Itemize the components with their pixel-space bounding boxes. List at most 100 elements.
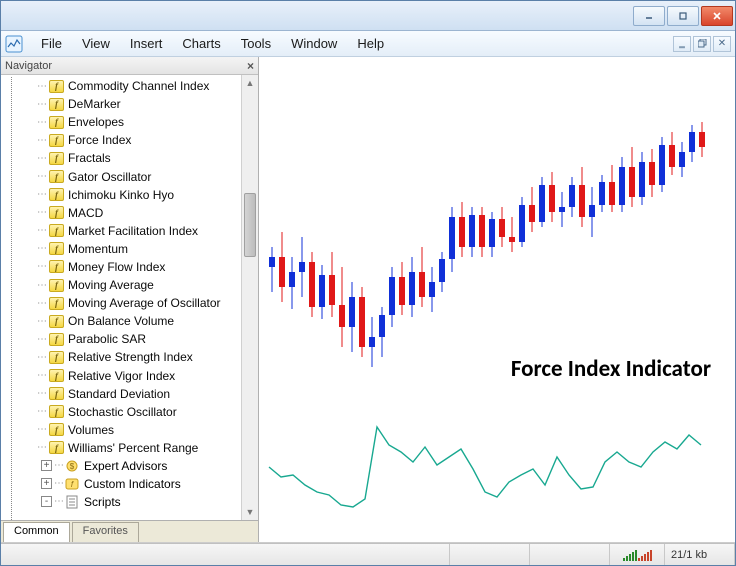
group-expert-advisors[interactable]: +⋯$Expert Advisors (37, 457, 241, 475)
mdi-close-button[interactable]: ✕ (713, 36, 731, 52)
indicator-item[interactable]: ⋯fIchimoku Kinko Hyo (37, 186, 241, 204)
chart-pane[interactable]: Force Index Indicator (259, 57, 735, 542)
indicator-item[interactable]: ⋯f Fractals (37, 149, 241, 167)
indicator-item[interactable]: ⋯fCommodity Channel Index (37, 77, 241, 95)
tab-favorites[interactable]: Favorites (72, 522, 139, 542)
group-scripts[interactable]: -⋯Scripts (37, 493, 241, 511)
window-maximize-button[interactable] (667, 6, 699, 26)
expand-toggle[interactable]: + (41, 460, 52, 471)
indicator-item[interactable]: ⋯fStandard Deviation (37, 385, 241, 403)
indicator-label: Momentum (68, 242, 128, 256)
tree-connector: ⋯ (54, 478, 63, 489)
function-icon: f (49, 423, 64, 436)
indicator-label: Relative Vigor Index (68, 369, 175, 383)
indicator-item[interactable]: ⋯fStochastic Oscillator (37, 403, 241, 421)
workspace: Navigator × ⋯fCommodity Channel Index⋯fD… (1, 57, 735, 543)
function-icon: f (49, 80, 64, 93)
group-label: Expert Advisors (84, 459, 167, 473)
indicator-label: Moving Average (68, 278, 154, 292)
window-close-button[interactable] (701, 6, 733, 26)
chart-overlay-title: Force Index Indicator (511, 355, 711, 383)
status-segment-1 (1, 544, 450, 565)
mdi-minimize-button[interactable]: ‗ (673, 36, 691, 52)
indicator-tree: ⋯fCommodity Channel Index⋯fDeMarker⋯fEnv… (37, 75, 241, 520)
menu-file[interactable]: File (31, 33, 72, 54)
function-icon: f (49, 152, 64, 165)
function-icon: f (49, 170, 64, 183)
indicator-label: Moving Average of Oscillator (68, 296, 221, 310)
group-label: Custom Indicators (84, 477, 181, 491)
indicator-item[interactable]: ⋯fForce Index (37, 131, 241, 149)
menu-bar: FileViewInsertChartsToolsWindowHelp ‗ ✕ (1, 31, 735, 57)
indicator-item[interactable]: ⋯fParabolic SAR (37, 330, 241, 348)
indicator-item[interactable]: ⋯fEnvelopes (37, 113, 241, 131)
indicator-item[interactable]: ⋯fGator Oscillator (37, 167, 241, 185)
indicator-label: Williams' Percent Range (68, 441, 198, 455)
indicator-label: Fractals (68, 151, 111, 165)
status-traffic: 21/1 kb (665, 544, 735, 565)
navigator-header: Navigator × (1, 57, 258, 75)
function-icon: f (49, 351, 64, 364)
connection-bars (610, 544, 665, 565)
tree-connector: ⋯ (37, 225, 46, 236)
tree-connector: ⋯ (37, 153, 46, 164)
expand-toggle[interactable]: - (41, 496, 52, 507)
indicator-item[interactable]: ⋯fMACD (37, 204, 241, 222)
tree-gutter (1, 75, 37, 520)
scroll-down-arrow[interactable]: ▼ (242, 504, 258, 520)
function-icon: f (49, 260, 64, 273)
menu-help[interactable]: Help (347, 33, 394, 54)
tree-connector: ⋯ (37, 135, 46, 146)
indicator-item[interactable]: ⋯fMoney Flow Index (37, 258, 241, 276)
indicator-label: Gator Oscillator (68, 170, 151, 184)
tree-connector: ⋯ (37, 388, 46, 399)
expand-toggle[interactable]: + (41, 478, 52, 489)
indicator-label: Stochastic Oscillator (68, 405, 177, 419)
function-icon: f (49, 279, 64, 292)
indicator-item[interactable]: ⋯fOn Balance Volume (37, 312, 241, 330)
indicator-item[interactable]: ⋯fMomentum (37, 240, 241, 258)
function-icon: f (49, 98, 64, 111)
scroll-up-arrow[interactable]: ▲ (242, 75, 258, 91)
group-custom-indicators[interactable]: +⋯f Custom Indicators (37, 475, 241, 493)
mdi-restore-button[interactable] (693, 36, 711, 52)
app-icon (5, 35, 23, 53)
indicator-item[interactable]: ⋯fDeMarker (37, 95, 241, 113)
script-icon (65, 495, 80, 509)
tree-connector: ⋯ (37, 370, 46, 381)
indicator-item[interactable]: ⋯fVolumes (37, 421, 241, 439)
tree-connector: ⋯ (37, 243, 46, 254)
indicator-item[interactable]: ⋯fMoving Average (37, 276, 241, 294)
indicator-item[interactable]: ⋯fMoving Average of Oscillator (37, 294, 241, 312)
custom-icon: f (65, 477, 80, 491)
tree-connector: ⋯ (37, 261, 46, 272)
app-window: FileViewInsertChartsToolsWindowHelp ‗ ✕ … (0, 0, 736, 566)
group-label: Scripts (84, 495, 121, 509)
indicator-label: Parabolic SAR (68, 332, 146, 346)
menu-window[interactable]: Window (281, 33, 347, 54)
indicator-item[interactable]: ⋯fMarket Facilitation Index (37, 222, 241, 240)
indicator-label: Envelopes (68, 115, 124, 129)
candlestick-chart (259, 57, 735, 542)
indicator-label: Ichimoku Kinko Hyo (68, 188, 174, 202)
window-minimize-button[interactable] (633, 6, 665, 26)
menu-charts[interactable]: Charts (172, 33, 230, 54)
indicator-label: Market Facilitation Index (68, 224, 198, 238)
menu-insert[interactable]: Insert (120, 33, 173, 54)
tree-connector: ⋯ (37, 117, 46, 128)
tree-connector: ⋯ (54, 460, 63, 471)
indicator-item[interactable]: ⋯fRelative Strength Index (37, 348, 241, 366)
function-icon: f (49, 405, 64, 418)
function-icon: f (49, 315, 64, 328)
scroll-thumb[interactable] (244, 193, 256, 257)
indicator-item[interactable]: ⋯fRelative Vigor Index (37, 367, 241, 385)
menu-tools[interactable]: Tools (231, 33, 281, 54)
function-icon: f (49, 206, 64, 219)
navigator-title: Navigator (5, 60, 52, 72)
indicator-item[interactable]: ⋯fWilliams' Percent Range (37, 439, 241, 457)
menu-view[interactable]: View (72, 33, 120, 54)
tree-connector: ⋯ (37, 298, 46, 309)
navigator-close-button[interactable]: × (247, 59, 254, 73)
navigator-scrollbar[interactable]: ▲ ▼ (241, 75, 258, 520)
tab-common[interactable]: Common (3, 522, 70, 542)
